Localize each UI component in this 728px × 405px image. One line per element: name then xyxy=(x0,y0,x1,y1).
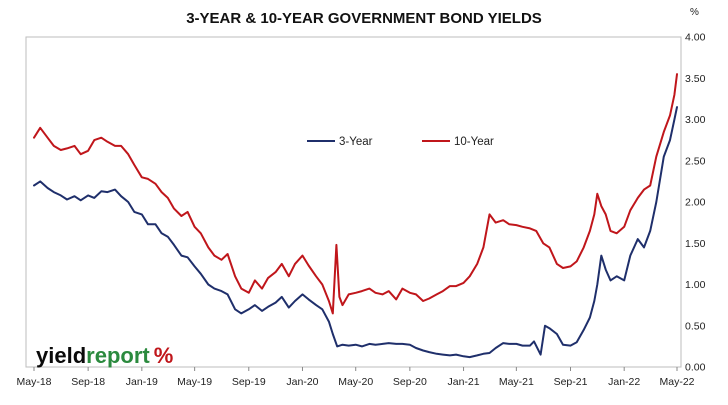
chart-title: 3-YEAR & 10-YEAR GOVERNMENT BOND YIELDS xyxy=(186,10,542,27)
x-tick-label: May-21 xyxy=(499,376,534,388)
x-tick-label: Sep-20 xyxy=(393,376,427,388)
legend-label-3-year: 3-Year xyxy=(339,136,373,148)
x-tick-label: Jan-20 xyxy=(286,376,318,388)
x-tick-label: May-18 xyxy=(16,376,51,388)
y-tick-label: 3.50 xyxy=(685,73,706,85)
x-tick-label: May-22 xyxy=(659,376,694,388)
x-tick-label: May-19 xyxy=(177,376,212,388)
x-axis-ticks: May-18 Sep-18 Jan-19 May-19 Sep-19 Jan-20 May-… xyxy=(16,367,695,388)
y-tick-label: 3.00 xyxy=(685,114,706,126)
y-tick-label: 0.50 xyxy=(685,320,706,332)
y-tick-label: 0.00 xyxy=(685,362,706,374)
series-line-3-year xyxy=(33,106,678,359)
legend: 3-Year 10-Year xyxy=(307,136,494,148)
series-layer xyxy=(33,73,678,359)
y-tick-label: 1.50 xyxy=(685,238,706,250)
y-tick-label: 2.00 xyxy=(685,197,706,209)
x-tick-label: Sep-19 xyxy=(232,376,266,388)
series-line-10-year xyxy=(33,73,678,315)
y-tick-label: 4.00 xyxy=(685,32,706,44)
plot-area-frame xyxy=(25,36,682,368)
logo-word-report: report xyxy=(86,343,150,368)
y-tick-label: 1.00 xyxy=(685,279,706,291)
y-axis-ticks: 0.00 0.50 1.00 1.50 2.00 2.50 3.00 3.50 4.00 xyxy=(685,32,706,374)
logo-percent-symbol: % xyxy=(154,343,174,368)
logo-word-yield: yield xyxy=(36,343,86,368)
x-tick-label: Sep-18 xyxy=(71,376,105,388)
x-tick-label: Jan-21 xyxy=(447,376,479,388)
x-tick-label: Jan-19 xyxy=(126,376,158,388)
y-axis-unit-label: % xyxy=(690,7,699,18)
x-tick-label: May-20 xyxy=(338,376,373,388)
x-tick-label: Jan-22 xyxy=(608,376,640,388)
yieldreport-logo: yieldreport% xyxy=(36,343,173,368)
svg-text:yieldreport%: yieldreport% xyxy=(36,343,173,368)
y-tick-label: 2.50 xyxy=(685,155,706,167)
x-tick-label: Sep-21 xyxy=(554,376,588,388)
legend-label-10-year: 10-Year xyxy=(454,136,494,148)
